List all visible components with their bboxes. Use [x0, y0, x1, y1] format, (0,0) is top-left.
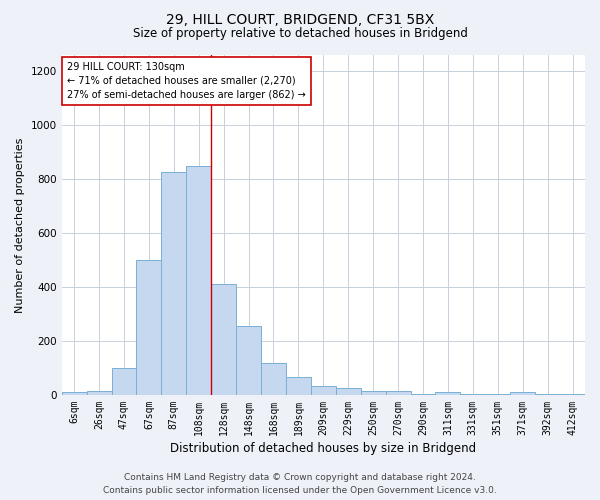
- Bar: [186, 166, 211, 395]
- Bar: [236, 326, 261, 395]
- Bar: [436, 392, 460, 395]
- Bar: [86, 391, 112, 395]
- Bar: [460, 394, 485, 395]
- Bar: [136, 260, 161, 395]
- Bar: [261, 362, 286, 395]
- Y-axis label: Number of detached properties: Number of detached properties: [15, 138, 25, 312]
- Bar: [386, 391, 410, 395]
- Bar: [560, 394, 585, 395]
- Text: 29, HILL COURT, BRIDGEND, CF31 5BX: 29, HILL COURT, BRIDGEND, CF31 5BX: [166, 12, 434, 26]
- Bar: [112, 368, 136, 395]
- Text: 29 HILL COURT: 130sqm
← 71% of detached houses are smaller (2,270)
27% of semi-d: 29 HILL COURT: 130sqm ← 71% of detached …: [67, 62, 305, 100]
- Bar: [62, 392, 86, 395]
- Bar: [535, 394, 560, 395]
- Bar: [485, 394, 510, 395]
- Bar: [510, 392, 535, 395]
- Bar: [161, 172, 186, 395]
- X-axis label: Distribution of detached houses by size in Bridgend: Distribution of detached houses by size …: [170, 442, 476, 455]
- Bar: [286, 378, 311, 395]
- Bar: [311, 386, 336, 395]
- Bar: [361, 391, 386, 395]
- Text: Contains HM Land Registry data © Crown copyright and database right 2024.
Contai: Contains HM Land Registry data © Crown c…: [103, 474, 497, 495]
- Bar: [336, 388, 361, 395]
- Text: Size of property relative to detached houses in Bridgend: Size of property relative to detached ho…: [133, 28, 467, 40]
- Bar: [410, 394, 436, 395]
- Bar: [211, 284, 236, 395]
